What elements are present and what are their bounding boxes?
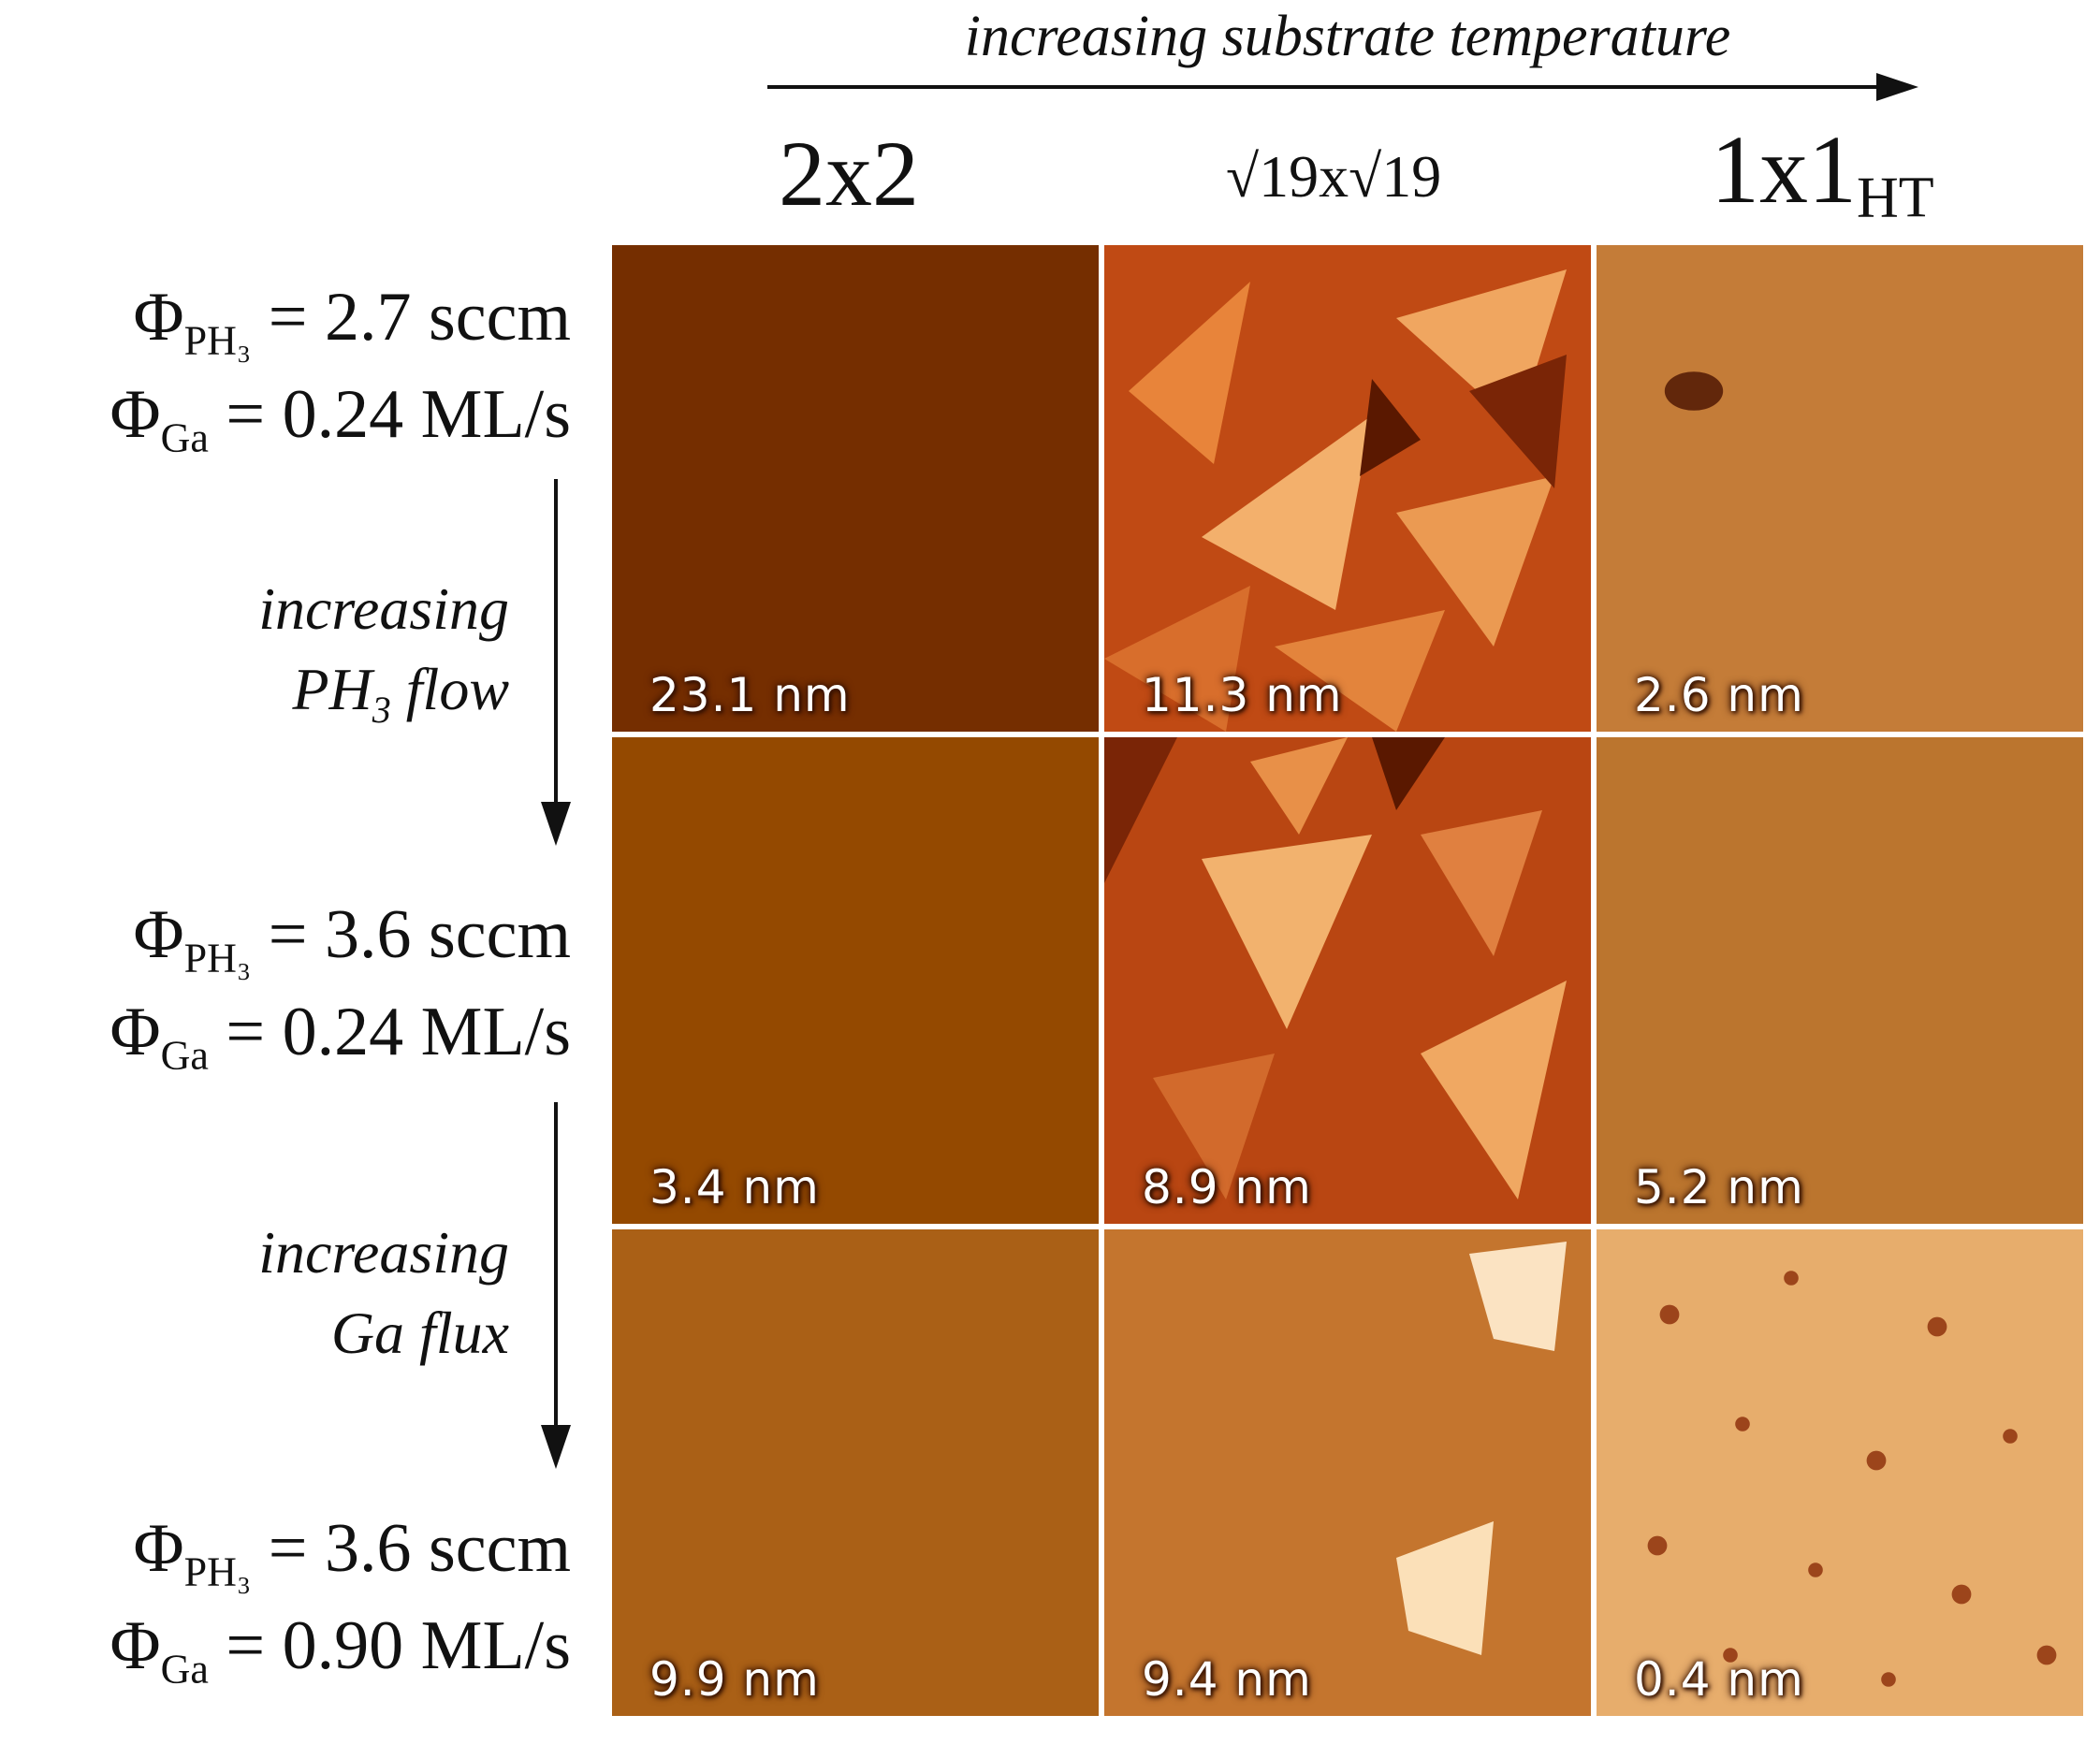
- height-scale-label: 11.3 nm: [1142, 668, 1343, 722]
- height-scale-label: 9.4 nm: [1142, 1652, 1312, 1707]
- row-3-conditions: ΦPH₃ = 3.6 sccm ΦGa = 0.90 ML/s: [109, 1510, 572, 1693]
- row-2-conditions: ΦPH₃ = 3.6 sccm ΦGa = 0.24 ML/s: [109, 896, 572, 1079]
- column-header-sqrt19: √19x√19: [1226, 143, 1442, 210]
- afm-image: 9.9 nm: [612, 1229, 1099, 1716]
- height-scale-label: 0.4 nm: [1634, 1652, 1804, 1707]
- afm-image: 3.4 nm: [612, 737, 1099, 1224]
- column-header-1x1ht: 1x1HT: [1711, 116, 1934, 230]
- height-scale-label: 5.2 nm: [1634, 1160, 1804, 1214]
- height-scale-label: 3.4 nm: [649, 1160, 820, 1214]
- height-scale-label: 2.6 nm: [1634, 668, 1804, 722]
- ga-flux-label: increasing Ga flux: [258, 1219, 509, 1367]
- temperature-arrow-icon: [767, 73, 1918, 101]
- afm-image: 9.4 nm: [1104, 1229, 1591, 1716]
- down-arrow-icon: [541, 479, 571, 846]
- afm-image: 2.6 nm: [1597, 245, 2083, 732]
- afm-image: 11.3 nm: [1104, 245, 1591, 732]
- afm-image: 5.2 nm: [1597, 737, 2083, 1224]
- row-1-conditions: ΦPH₃ = 2.7 sccm ΦGa = 0.24 ML/s: [109, 279, 572, 461]
- column-header-2x2: 2x2: [779, 122, 919, 225]
- afm-image-grid: 23.1 nm 11.3 nm 2.6 nm: [612, 245, 2083, 1716]
- temperature-axis-label: increasing substrate temperature: [964, 5, 1731, 68]
- height-scale-label: 23.1 nm: [649, 668, 851, 722]
- afm-image: 23.1 nm: [612, 245, 1099, 732]
- height-scale-label: 8.9 nm: [1142, 1160, 1312, 1214]
- afm-image: 8.9 nm: [1104, 737, 1591, 1224]
- afm-image: 0.4 nm: [1597, 1229, 2083, 1716]
- height-scale-label: 9.9 nm: [649, 1652, 820, 1707]
- down-arrow-icon: [541, 1102, 571, 1469]
- ph3-flow-label: increasing PH3 flow: [258, 575, 509, 732]
